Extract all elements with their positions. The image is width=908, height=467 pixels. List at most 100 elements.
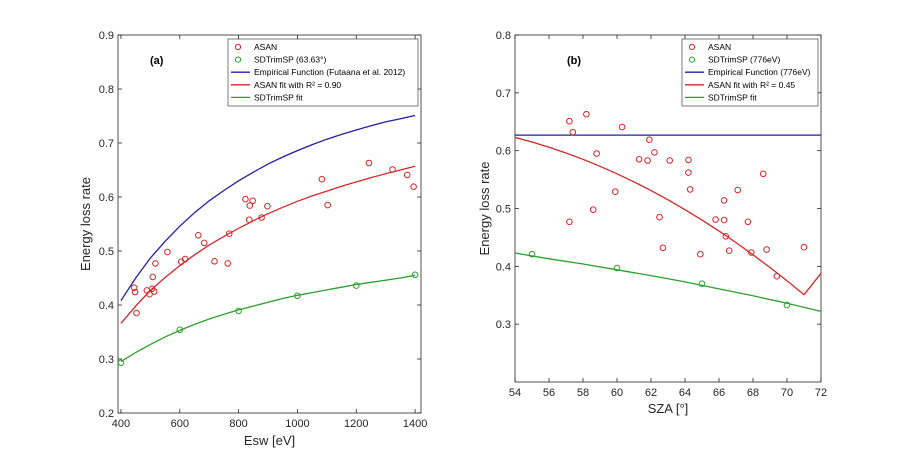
data-point bbox=[635, 156, 643, 163]
data-point bbox=[264, 202, 271, 210]
x-tick-label: 66 bbox=[713, 387, 725, 399]
data-point bbox=[725, 247, 733, 254]
data-point bbox=[131, 288, 139, 296]
chart-panel-a: 400 600 800 1000 1200 1400 0.2 0.3 0.4 0.5 0.6 0.7 0… bbox=[78, 30, 427, 448]
legend-entry: ASAN bbox=[254, 42, 277, 52]
x-axis-label: SZA [°] bbox=[648, 401, 689, 416]
data-point bbox=[242, 195, 249, 203]
data-point bbox=[133, 309, 140, 317]
data-point bbox=[164, 248, 171, 256]
legend-entry: ASAN fit with R² = 0.90 bbox=[254, 80, 341, 90]
data-point bbox=[686, 186, 694, 193]
legend: ASAN SDTrimSP (63.63°) Empirical Function … bbox=[227, 38, 419, 107]
data-point bbox=[181, 255, 189, 263]
series-line bbox=[120, 165, 416, 324]
data-point bbox=[759, 170, 767, 178]
y-tick-label: 0.7 bbox=[496, 88, 511, 100]
y-tick-label: 0.4 bbox=[496, 261, 511, 273]
x-tick-label: 600 bbox=[171, 418, 189, 430]
legend-entry: SDTrimSP (63.63°) bbox=[254, 55, 327, 65]
y-tick-label: 0.8 bbox=[496, 30, 511, 42]
data-point bbox=[589, 206, 597, 213]
plot-content bbox=[118, 114, 419, 367]
legend-entry: SDTrimSP fit bbox=[708, 92, 757, 102]
data-point bbox=[410, 183, 417, 190]
panel-label: (a) bbox=[150, 55, 164, 67]
series-line bbox=[120, 274, 416, 363]
y-axis-label: Energy loss rate bbox=[78, 177, 93, 271]
legend-entry: ASAN bbox=[708, 42, 731, 52]
x-tick-label: 70 bbox=[781, 387, 793, 399]
data-point bbox=[294, 292, 301, 300]
data-point bbox=[656, 213, 663, 221]
series-line bbox=[120, 114, 416, 302]
data-point bbox=[353, 282, 360, 289]
legend-marker bbox=[688, 43, 696, 51]
data-point bbox=[211, 258, 218, 265]
data-point bbox=[149, 273, 156, 281]
data-point bbox=[235, 307, 242, 315]
data-point bbox=[152, 260, 159, 267]
y-tick-label: 0.3 bbox=[496, 319, 511, 331]
data-point bbox=[176, 326, 184, 334]
data-point bbox=[763, 246, 770, 253]
x-tick-label: 68 bbox=[747, 387, 759, 399]
legend-entry: Empirical Function (776eV) bbox=[708, 67, 811, 77]
y-tick-label: 0.3 bbox=[99, 354, 114, 366]
legend-entry: SDTrimSP fit bbox=[254, 92, 303, 102]
data-point bbox=[685, 169, 692, 176]
data-point bbox=[612, 188, 619, 195]
y-tick-label: 0.5 bbox=[99, 246, 114, 258]
y-tick-label: 0.6 bbox=[496, 146, 511, 158]
x-tick-label: 56 bbox=[543, 387, 555, 399]
series-line bbox=[515, 136, 821, 296]
data-point bbox=[249, 197, 256, 205]
data-point bbox=[685, 156, 692, 164]
data-point bbox=[389, 166, 396, 173]
x-tick-label: 1000 bbox=[285, 418, 309, 430]
data-point bbox=[258, 214, 265, 221]
legend-entry: SDTrimSP (776eV) bbox=[708, 55, 780, 65]
x-tick-label: 72 bbox=[815, 387, 827, 399]
x-tick-label: 800 bbox=[229, 418, 247, 430]
series-line bbox=[515, 252, 821, 313]
data-point bbox=[200, 239, 208, 247]
x-tick-label: 400 bbox=[112, 418, 130, 430]
data-point bbox=[613, 264, 621, 272]
data-point bbox=[528, 250, 536, 258]
data-point bbox=[722, 233, 730, 240]
x-tick-label: 62 bbox=[645, 387, 657, 399]
data-point bbox=[324, 201, 332, 209]
data-point bbox=[150, 288, 158, 295]
data-point bbox=[666, 157, 674, 164]
y-axis-label: Energy loss rate bbox=[477, 162, 492, 256]
data-point bbox=[720, 197, 728, 204]
panel-label: (b) bbox=[567, 55, 581, 67]
data-point bbox=[748, 249, 755, 256]
y-tick-label: 0.8 bbox=[99, 84, 114, 96]
data-point bbox=[734, 186, 742, 194]
data-point bbox=[651, 149, 658, 156]
data-point bbox=[225, 230, 233, 237]
data-point bbox=[783, 301, 791, 309]
data-point bbox=[720, 216, 728, 224]
data-point bbox=[318, 175, 326, 183]
data-point bbox=[195, 232, 202, 239]
data-point bbox=[224, 260, 231, 267]
legend: ASAN SDTrimSP (776eV) Empirical Function (… bbox=[681, 38, 819, 107]
data-point bbox=[566, 218, 573, 226]
x-tick-label: 58 bbox=[577, 387, 589, 399]
x-tick-label: 1200 bbox=[344, 418, 368, 430]
y-tick-label: 0.6 bbox=[99, 192, 114, 204]
data-point bbox=[618, 123, 626, 131]
data-point bbox=[130, 284, 138, 292]
x-tick-label: 60 bbox=[611, 387, 623, 399]
data-point bbox=[583, 110, 590, 118]
x-axis-label: Esw [eV] bbox=[244, 433, 295, 448]
y-tick-label: 0.9 bbox=[99, 30, 114, 42]
data-point bbox=[246, 202, 254, 209]
data-point bbox=[659, 244, 667, 252]
data-point bbox=[118, 359, 125, 367]
legend-box bbox=[681, 38, 819, 107]
